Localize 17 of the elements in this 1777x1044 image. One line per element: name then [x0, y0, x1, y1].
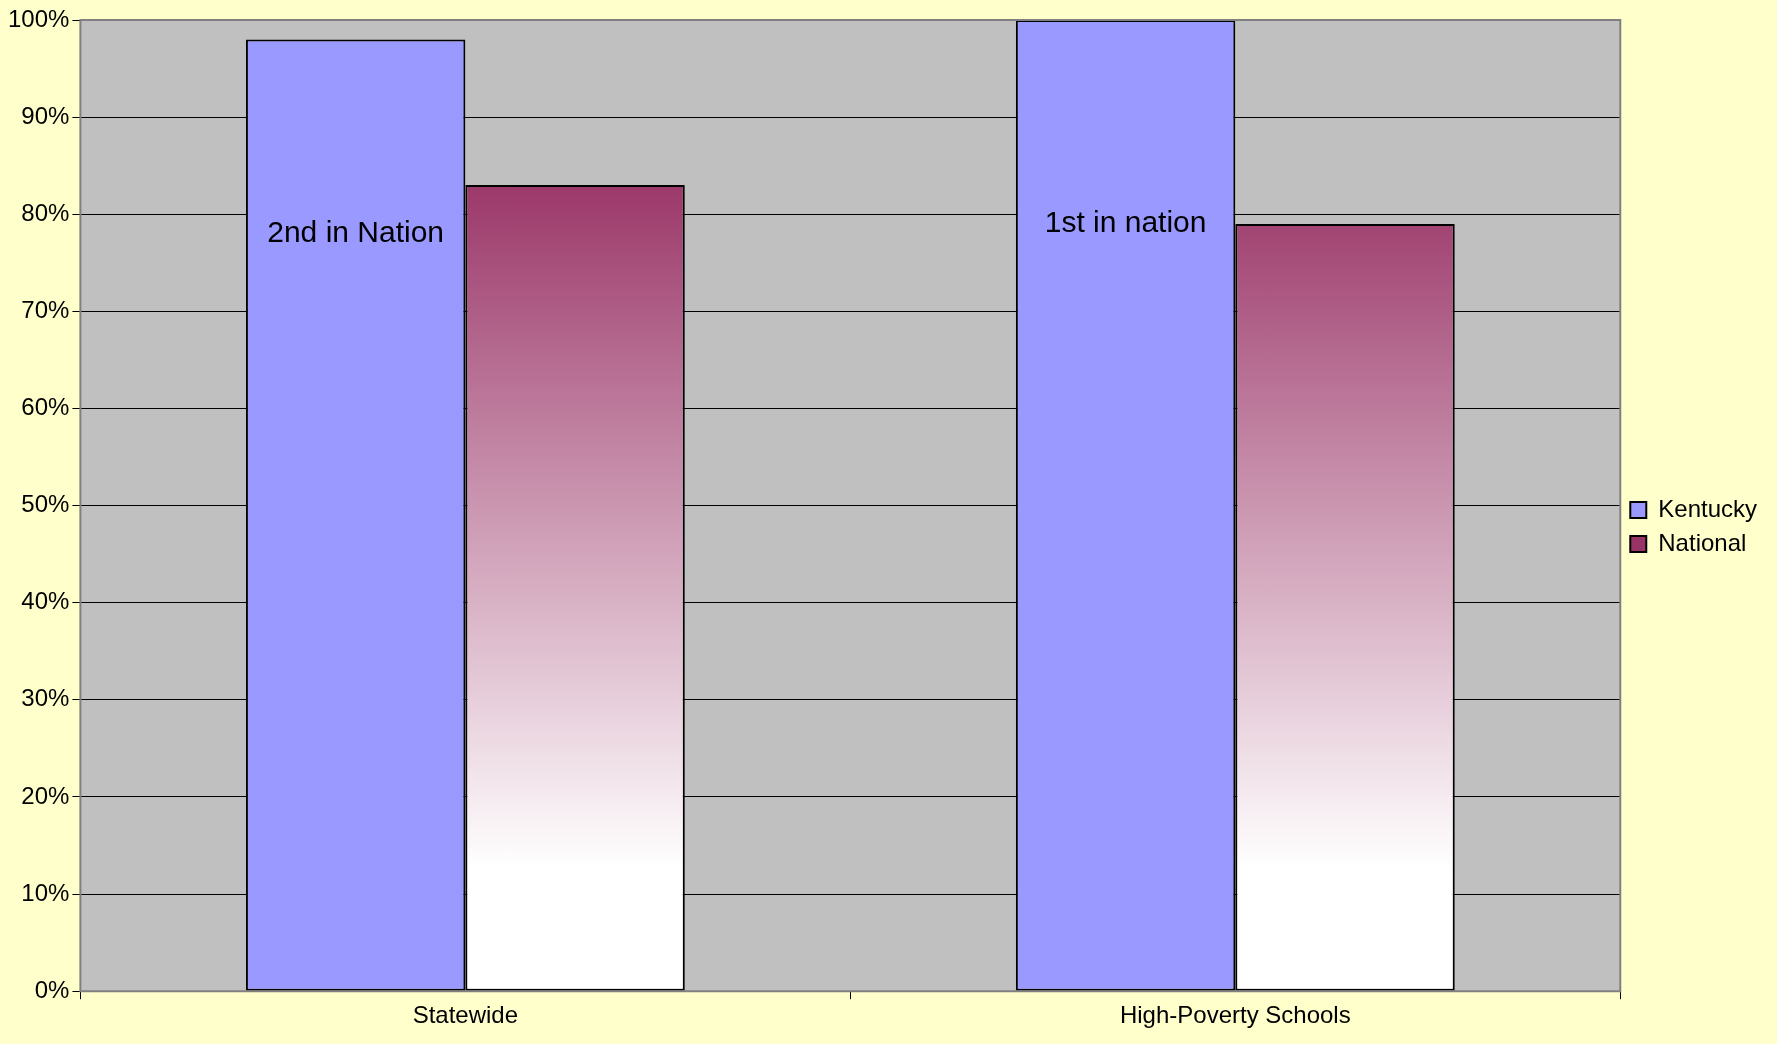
x-tick-label: High-Poverty Schools: [1119, 1001, 1351, 1029]
legend-label: National: [1658, 528, 1747, 556]
y-tick-label: 60%: [21, 393, 70, 421]
y-tick-label: 0%: [34, 975, 70, 1003]
y-tick-label: 10%: [21, 878, 70, 906]
y-tick-label: 30%: [21, 684, 70, 712]
y-tick-label: 90%: [21, 101, 70, 129]
y-tick-label: 70%: [21, 295, 70, 323]
legend-label: Kentucky: [1658, 494, 1757, 522]
y-tick-label: 40%: [21, 587, 70, 615]
y-tick-label: 20%: [21, 781, 70, 809]
annotation: 2nd in Nation: [267, 214, 445, 248]
y-tick-label: 80%: [21, 198, 70, 226]
y-tick-label: 100%: [7, 4, 70, 32]
y-tick-label: 50%: [21, 490, 70, 518]
annotation: 1st in nation: [1044, 205, 1207, 239]
x-tick-label: Statewide: [412, 1001, 519, 1029]
